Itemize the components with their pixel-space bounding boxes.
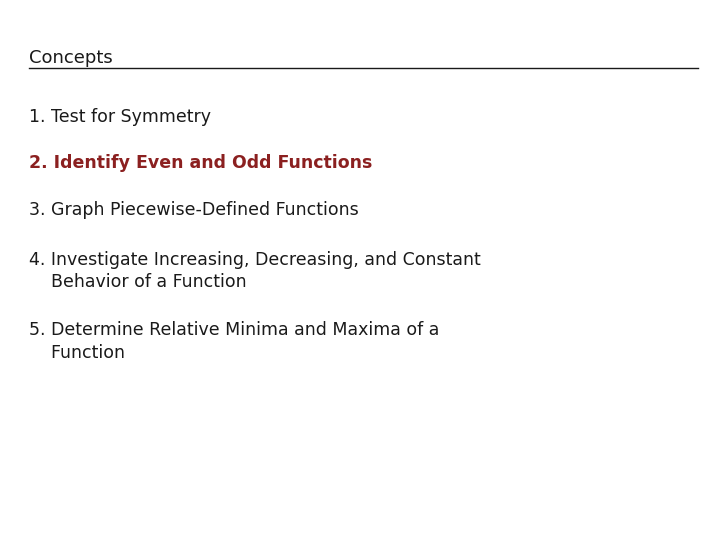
Text: 3. Graph Piecewise-Defined Functions: 3. Graph Piecewise-Defined Functions [29,201,359,219]
Text: 4. Investigate Increasing, Decreasing, and Constant
    Behavior of a Function: 4. Investigate Increasing, Decreasing, a… [29,251,480,291]
Text: Concepts: Concepts [29,49,112,66]
Text: 2. Identify Even and Odd Functions: 2. Identify Even and Odd Functions [29,154,372,172]
Text: 5. Determine Relative Minima and Maxima of a
    Function: 5. Determine Relative Minima and Maxima … [29,321,439,361]
Text: 1. Test for Symmetry: 1. Test for Symmetry [29,108,211,126]
